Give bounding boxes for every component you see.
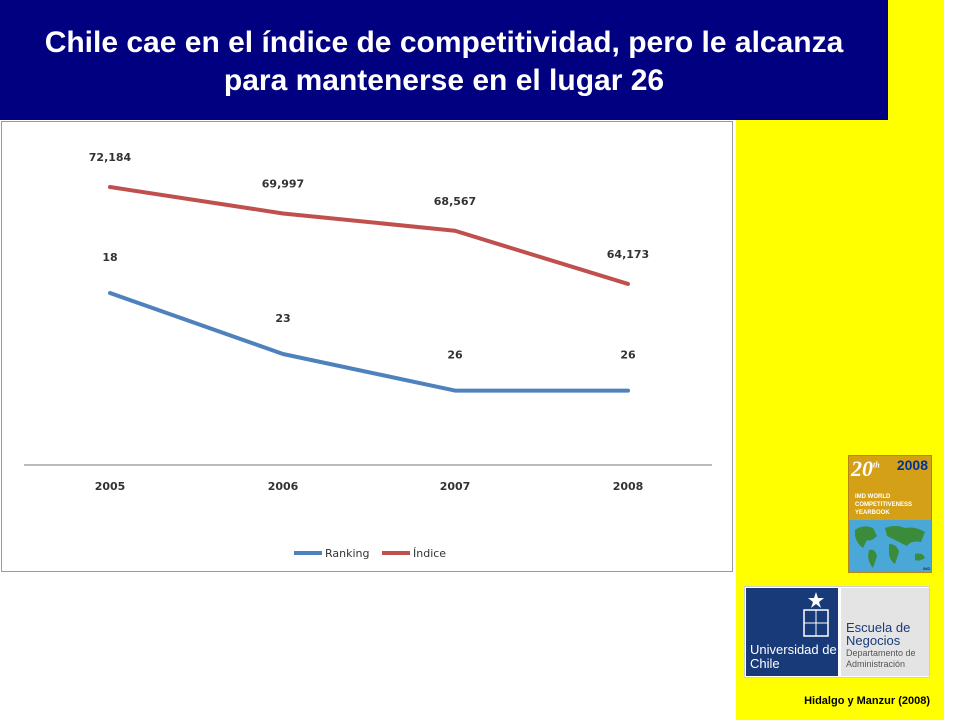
indice-series-line (108, 185, 630, 286)
indice-data-label: 64,173 (607, 248, 649, 261)
university-name: Universidad de Chile (750, 642, 837, 671)
legend-indice-label: Índice (413, 547, 446, 560)
uchile-crest-panel: Universidad de Chile (746, 588, 838, 676)
x-tick-label: 2008 (613, 480, 644, 493)
right-margin-strip (944, 0, 960, 720)
title-bar: Chile cae en el índice de competitividad… (0, 0, 888, 120)
universidad-de-chile-logo: Universidad de Chile Escuela de Negocios… (744, 586, 930, 678)
ranking-data-label: 26 (620, 349, 636, 362)
yearbook-title: IMD WORLD COMPETITIVENESS YEARBOOK (855, 494, 913, 516)
ranking-data-label: 18 (102, 251, 117, 264)
yearbook-edition: 20th (851, 456, 880, 481)
x-tick-label: 2005 (95, 480, 126, 493)
legend-ranking-label: Ranking (325, 547, 370, 560)
citation-text: Hidalgo y Manzur (2008) (804, 695, 930, 707)
escuela-panel: Escuela de Negocios Departamento de Admi… (841, 588, 929, 676)
line-chart: 2005 2006 2007 2008 72,184 69,997 68,567 64,173… (1, 121, 733, 572)
imd-corner-mark: IMD (923, 566, 930, 571)
ranking-data-label: 23 (275, 312, 290, 325)
yearbook-year: 2008 (896, 457, 928, 473)
x-tick-label: 2006 (268, 480, 299, 493)
x-tick-label: 2007 (440, 480, 471, 493)
indice-data-label: 69,997 (262, 177, 304, 190)
ranking-series-line (108, 291, 630, 393)
chart-canvas: 2005 2006 2007 2008 72,184 69,997 68,567 64,173… (24, 151, 712, 560)
department-name: Departamento de Administración (846, 648, 916, 669)
ranking-data-label: 26 (447, 349, 463, 362)
uchile-crest-icon (803, 592, 829, 637)
indice-data-label: 72,184 (89, 151, 132, 164)
slide-title: Chile cae en el índice de competitividad… (44, 26, 844, 97)
imd-yearbook-cover: 20th 2008 IMD WORLD COMPETITIVENESS YEAR… (848, 455, 932, 573)
school-name: Escuela de Negocios (846, 620, 911, 648)
indice-data-label: 68,567 (434, 195, 476, 208)
world-map-icon: IMD (849, 520, 931, 572)
